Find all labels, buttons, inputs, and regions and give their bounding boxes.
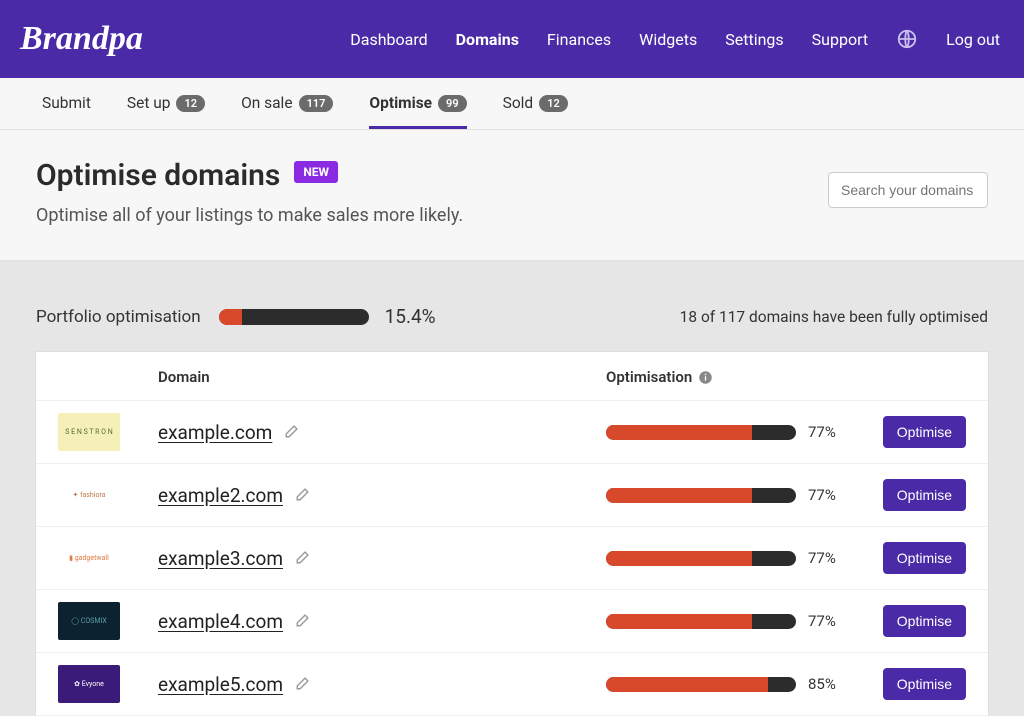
optimise-button[interactable]: Optimise xyxy=(883,605,966,637)
page-header-text: Optimise domains NEW Optimise all of you… xyxy=(36,158,463,226)
row-progress-fill xyxy=(606,425,752,440)
tab-onsale[interactable]: On sale 117 xyxy=(241,78,333,129)
nav-dashboard[interactable]: Dashboard xyxy=(350,30,427,49)
row-percent: 77% xyxy=(808,549,836,567)
optimise-button[interactable]: Optimise xyxy=(883,416,966,448)
table-body: S E N S T R O Nexample.com77%Optimise✦ f… xyxy=(36,401,988,716)
table-row: S E N S T R O N example.com 77% Optimise xyxy=(36,401,988,464)
tab-label: Set up xyxy=(127,94,171,112)
globe-icon[interactable] xyxy=(896,28,918,50)
table-row: ◯ COSMIX example4.com 77% Optimise xyxy=(36,590,988,653)
domain-thumbnail[interactable]: S E N S T R O N xyxy=(58,413,120,451)
portfolio-progress-fill xyxy=(219,309,242,325)
table-row: ✿ Evyone example5.com 85% Optimise xyxy=(36,653,988,716)
nav-widgets[interactable]: Widgets xyxy=(639,30,697,49)
domain-link[interactable]: example3.com xyxy=(158,547,283,570)
top-nav: Dashboard Domains Finances Widgets Setti… xyxy=(350,28,1000,50)
row-percent: 77% xyxy=(808,423,836,441)
sub-nav: Submit Set up 12 On sale 117 Optimise 99… xyxy=(32,78,992,129)
domain-link[interactable]: example.com xyxy=(158,421,272,444)
row-progress xyxy=(606,425,796,440)
sub-nav-wrap: Submit Set up 12 On sale 117 Optimise 99… xyxy=(0,78,1024,130)
row-progress xyxy=(606,551,796,566)
row-progress-fill xyxy=(606,614,752,629)
edit-icon[interactable] xyxy=(293,613,310,630)
info-icon[interactable] xyxy=(698,370,713,385)
optimise-button[interactable]: Optimise xyxy=(883,542,966,574)
count-badge: 117 xyxy=(299,95,334,112)
tab-setup[interactable]: Set up 12 xyxy=(127,78,205,129)
search-input[interactable] xyxy=(828,172,988,208)
tab-label: Submit xyxy=(42,94,91,112)
col-optimisation-label: Optimisation xyxy=(606,368,692,386)
row-progress xyxy=(606,677,796,692)
tab-label: Sold xyxy=(503,94,534,112)
page-title: Optimise domains xyxy=(36,158,280,193)
tab-label: On sale xyxy=(241,94,293,112)
nav-settings[interactable]: Settings xyxy=(725,30,783,49)
portfolio-label: Portfolio optimisation xyxy=(36,307,201,327)
portfolio-status: 18 of 117 domains have been fully optimi… xyxy=(680,308,988,326)
domain-link[interactable]: example5.com xyxy=(158,673,283,696)
row-progress-fill xyxy=(606,488,752,503)
optimise-button[interactable]: Optimise xyxy=(883,479,966,511)
new-badge: NEW xyxy=(294,161,338,183)
edit-icon[interactable] xyxy=(282,424,299,441)
row-progress-fill xyxy=(606,551,752,566)
nav-logout[interactable]: Log out xyxy=(946,30,1000,49)
portfolio-summary: Portfolio optimisation 15.4% 18 of 117 d… xyxy=(0,261,1024,352)
table-row: ✦ fashiora example2.com 77% Optimise xyxy=(36,464,988,527)
domain-thumbnail[interactable]: ✦ fashiora xyxy=(58,476,120,514)
nav-domains[interactable]: Domains xyxy=(456,30,519,49)
col-domain: Domain xyxy=(158,368,606,386)
domain-link[interactable]: example2.com xyxy=(158,484,283,507)
top-bar: Brandpa Dashboard Domains Finances Widge… xyxy=(0,0,1024,78)
domain-thumbnail[interactable]: ✿ Evyone xyxy=(58,665,120,703)
optimise-button[interactable]: Optimise xyxy=(883,668,966,700)
row-progress-fill xyxy=(606,677,768,692)
nav-finances[interactable]: Finances xyxy=(547,30,611,49)
count-badge: 12 xyxy=(539,95,568,112)
row-percent: 85% xyxy=(808,675,836,693)
portfolio-percent: 15.4% xyxy=(385,305,436,328)
tab-submit[interactable]: Submit xyxy=(42,78,91,129)
domain-thumbnail[interactable]: ▮ gadgetwall xyxy=(58,539,120,577)
brand-logo[interactable]: Brandpa xyxy=(18,20,143,58)
domain-table: Domain Optimisation S E N S T R O N examp… xyxy=(36,352,988,716)
row-percent: 77% xyxy=(808,486,836,504)
domain-thumbnail[interactable]: ◯ COSMIX xyxy=(58,602,120,640)
page-subtitle: Optimise all of your listings to make sa… xyxy=(36,205,463,226)
row-progress xyxy=(606,614,796,629)
row-progress xyxy=(606,488,796,503)
table-header: Domain Optimisation xyxy=(36,352,988,401)
row-percent: 77% xyxy=(808,612,836,630)
tab-label: Optimise xyxy=(369,94,432,112)
count-badge: 99 xyxy=(438,95,467,112)
col-optimisation: Optimisation xyxy=(606,368,866,386)
edit-icon[interactable] xyxy=(293,487,310,504)
portfolio-progress xyxy=(219,309,369,325)
table-row: ▮ gadgetwall example3.com 77% Optimise xyxy=(36,527,988,590)
edit-icon[interactable] xyxy=(293,550,310,567)
page-title-row: Optimise domains NEW xyxy=(36,158,463,193)
tab-sold[interactable]: Sold 12 xyxy=(503,78,568,129)
count-badge: 12 xyxy=(176,95,205,112)
tab-optimise[interactable]: Optimise 99 xyxy=(369,78,466,129)
domain-link[interactable]: example4.com xyxy=(158,610,283,633)
page-header: Optimise domains NEW Optimise all of you… xyxy=(0,130,1024,261)
nav-support[interactable]: Support xyxy=(812,30,868,49)
